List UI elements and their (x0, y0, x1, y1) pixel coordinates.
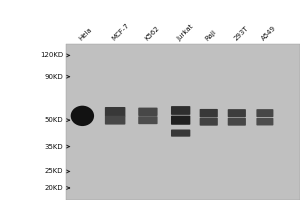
FancyBboxPatch shape (171, 129, 190, 137)
Text: A549: A549 (261, 25, 278, 42)
Text: Raji: Raji (205, 29, 218, 42)
Text: 35KD: 35KD (44, 144, 63, 150)
Text: 20KD: 20KD (44, 185, 63, 191)
Bar (66, 44, 300, 200)
FancyBboxPatch shape (256, 109, 273, 117)
FancyBboxPatch shape (138, 116, 158, 124)
Text: MCF-7: MCF-7 (111, 22, 130, 42)
Text: Jurkat: Jurkat (176, 23, 195, 42)
FancyBboxPatch shape (200, 118, 218, 126)
FancyBboxPatch shape (228, 109, 246, 117)
FancyBboxPatch shape (228, 118, 246, 126)
FancyBboxPatch shape (256, 118, 273, 125)
FancyBboxPatch shape (171, 106, 190, 115)
FancyBboxPatch shape (105, 107, 125, 117)
FancyBboxPatch shape (138, 108, 158, 116)
Ellipse shape (71, 106, 94, 126)
Text: 25KD: 25KD (44, 168, 63, 174)
Text: 120KD: 120KD (40, 52, 63, 58)
Text: Hela: Hela (78, 27, 94, 42)
FancyBboxPatch shape (105, 116, 125, 125)
FancyBboxPatch shape (200, 109, 218, 117)
Text: 50KD: 50KD (44, 117, 63, 123)
FancyBboxPatch shape (171, 116, 190, 125)
Text: 90KD: 90KD (44, 74, 63, 80)
Text: K562: K562 (144, 25, 160, 42)
Text: 293T: 293T (232, 25, 249, 42)
